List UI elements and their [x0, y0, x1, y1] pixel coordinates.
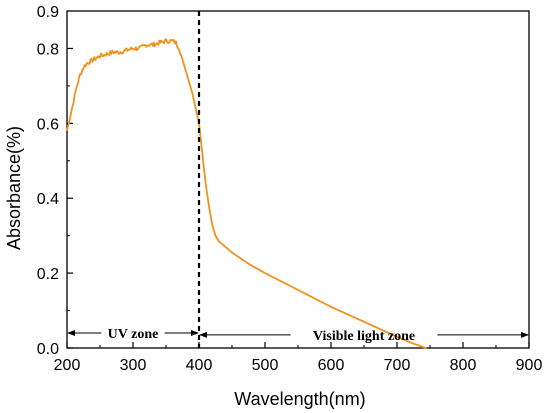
x-tick-label: 200 [54, 357, 81, 374]
x-tick-label: 400 [186, 357, 213, 374]
axis-ticks [66, 10, 530, 349]
y-tick-label: 0.9 [37, 4, 59, 21]
y-tick-label: 0.0 [37, 341, 59, 358]
x-tick-label: 300 [120, 357, 147, 374]
absorbance-line [66, 38, 427, 349]
tick-labels: 200 300 400 500 600 700 800 900 0.0 0.2 0.4 0.6 0.8 0… [37, 4, 543, 374]
y-tick-label: 0.4 [37, 191, 59, 208]
x-axis-title: Wavelength(nm) [234, 389, 365, 409]
zone-label: UV zone [108, 327, 159, 342]
x-tick-label: 800 [450, 357, 477, 374]
x-tick-label: 600 [318, 357, 345, 374]
y-axis-title: Absorbance(%) [4, 126, 24, 250]
plot-border [66, 10, 530, 349]
zone-label: Visible light zone [313, 329, 415, 344]
y-tick-label: 0.6 [37, 116, 59, 133]
x-tick-label: 900 [516, 357, 543, 374]
x-tick-label: 500 [252, 357, 279, 374]
annotation-layer: UV zone Visible light zone [67, 11, 529, 348]
series-layer [66, 38, 427, 349]
y-tick-label: 0.2 [37, 266, 59, 283]
plot-frame [66, 10, 530, 349]
x-tick-label: 700 [384, 357, 411, 374]
y-tick-label: 0.8 [37, 41, 59, 58]
